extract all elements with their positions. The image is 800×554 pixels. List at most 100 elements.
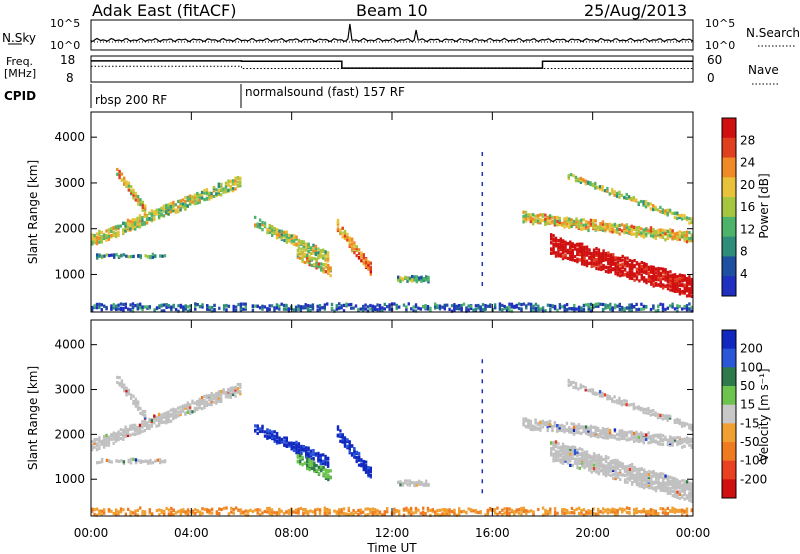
power-cell bbox=[136, 198, 140, 202]
velocity-cell bbox=[584, 386, 587, 390]
velocity-cell bbox=[592, 453, 596, 457]
power-cell bbox=[295, 237, 298, 241]
velocity-cell bbox=[266, 431, 269, 435]
power-cell bbox=[346, 237, 349, 241]
velocity-cell bbox=[657, 476, 660, 480]
power-cell bbox=[611, 187, 614, 192]
velocity-cell bbox=[300, 447, 303, 451]
velocity-cell bbox=[146, 459, 150, 463]
power-cell bbox=[571, 244, 574, 248]
power-cell bbox=[596, 228, 600, 232]
power-cell bbox=[616, 271, 620, 275]
velocity-cell bbox=[125, 391, 128, 395]
velocity-cell bbox=[163, 509, 166, 514]
power-cell bbox=[124, 229, 127, 233]
colorbar-tick: 15 bbox=[740, 398, 755, 412]
power-cell bbox=[172, 204, 175, 208]
velocity-cell bbox=[606, 430, 609, 434]
velocity-cell bbox=[307, 448, 310, 452]
velocity-cell bbox=[98, 460, 101, 464]
velocity-cell bbox=[98, 509, 101, 513]
power-cell bbox=[339, 232, 342, 236]
velocity-cell bbox=[160, 509, 163, 513]
velocity-cell bbox=[167, 420, 170, 424]
power-cell bbox=[263, 221, 267, 225]
power-cell bbox=[676, 305, 679, 310]
power-cell bbox=[127, 181, 131, 185]
freq-label-top: Freq. bbox=[6, 55, 33, 68]
velocity-cell bbox=[434, 510, 437, 514]
power-cell bbox=[296, 252, 300, 256]
power-cell bbox=[353, 243, 356, 247]
power-cell bbox=[413, 275, 416, 279]
power-cell bbox=[564, 240, 567, 244]
velocity-cell bbox=[496, 506, 499, 510]
velocity-cell bbox=[312, 457, 315, 461]
velocity-cell bbox=[582, 384, 585, 389]
velocity-cell bbox=[348, 450, 351, 454]
power-cell bbox=[136, 220, 139, 224]
velocity-cell bbox=[585, 452, 589, 456]
power-cell bbox=[326, 257, 330, 261]
velocity-cell bbox=[606, 508, 610, 512]
power-cell bbox=[685, 304, 689, 308]
power-cell bbox=[124, 302, 127, 306]
velocity-cell bbox=[583, 453, 586, 457]
velocity-cell bbox=[357, 455, 361, 459]
power-cell bbox=[606, 304, 610, 308]
power-cell bbox=[552, 249, 555, 253]
power-cell bbox=[474, 307, 478, 312]
velocity-cell bbox=[619, 477, 622, 481]
velocity-cell bbox=[638, 484, 641, 488]
velocity-cell bbox=[186, 407, 189, 411]
velocity-cell bbox=[690, 492, 693, 496]
power-cell bbox=[278, 233, 281, 237]
power-cell bbox=[239, 181, 242, 185]
power-cell bbox=[234, 187, 237, 191]
power-cell bbox=[177, 309, 180, 313]
velocity-cell bbox=[544, 511, 547, 515]
velocity-cell bbox=[301, 455, 304, 459]
power-cell bbox=[590, 251, 593, 256]
velocity-cell bbox=[688, 498, 691, 502]
velocity-cell bbox=[231, 386, 235, 390]
power-cell bbox=[572, 174, 575, 178]
velocity-cell bbox=[546, 424, 549, 429]
power-cell bbox=[595, 266, 598, 271]
velocity-cell bbox=[678, 441, 681, 445]
power-cell bbox=[669, 288, 672, 292]
power-cell bbox=[642, 235, 645, 239]
power-cell bbox=[406, 279, 409, 283]
velocity-cell bbox=[110, 437, 113, 441]
power-cell bbox=[118, 169, 121, 174]
power-cell bbox=[271, 228, 274, 232]
colorbar-segment bbox=[722, 177, 736, 198]
velocity-cell bbox=[179, 511, 183, 515]
velocity-cell bbox=[553, 421, 557, 425]
power-cell bbox=[602, 256, 605, 260]
velocity-cell bbox=[585, 457, 589, 461]
power-cell bbox=[685, 308, 689, 312]
velocity-cell bbox=[124, 432, 127, 436]
power-cell bbox=[165, 206, 168, 210]
velocity-cell bbox=[676, 478, 679, 482]
power-cell bbox=[590, 254, 593, 258]
power-cell bbox=[299, 250, 302, 254]
power-cell bbox=[280, 229, 284, 233]
power-cell bbox=[623, 261, 627, 265]
power-cell bbox=[529, 215, 532, 219]
power-cell bbox=[652, 306, 655, 310]
velocity-cell bbox=[208, 402, 211, 407]
velocity-cell bbox=[350, 452, 354, 456]
power-cell bbox=[565, 308, 569, 312]
power-cell bbox=[592, 251, 596, 255]
power-cell bbox=[683, 285, 686, 289]
power-cell bbox=[683, 288, 686, 292]
power-cell bbox=[196, 195, 199, 199]
power-cell bbox=[117, 303, 120, 307]
power-cell bbox=[177, 209, 180, 213]
power-cell bbox=[125, 183, 128, 187]
velocity-cell bbox=[683, 421, 686, 425]
power-cell bbox=[681, 274, 684, 278]
